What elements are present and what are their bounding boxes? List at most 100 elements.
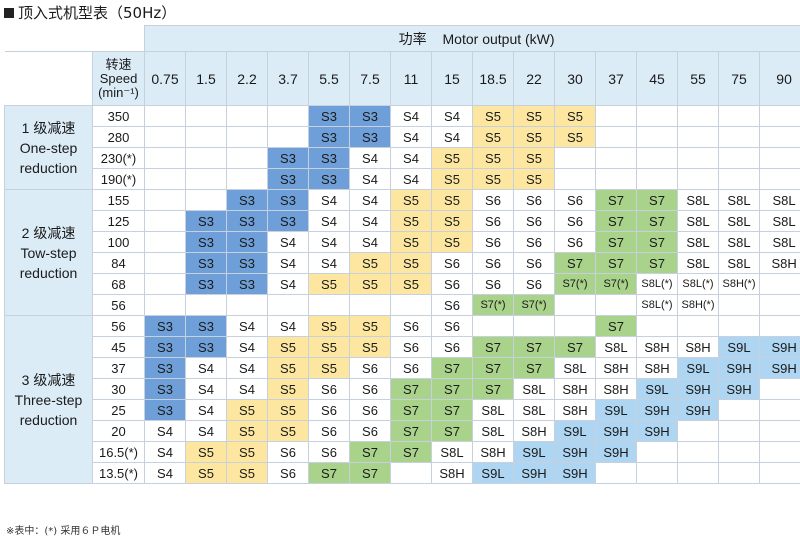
table-row: 30 S3 S4 S4 S5 S6 S6 S7 S7 S7 S8L S8H S8H S9L S9H S9H xyxy=(5,378,800,400)
speed-cell: 125 xyxy=(92,210,145,232)
model-cell: S3 xyxy=(226,231,268,253)
model-cell xyxy=(144,147,186,169)
model-cell xyxy=(677,147,719,169)
power-value: 18.5 xyxy=(472,51,514,106)
model-cell: S5 xyxy=(513,168,555,190)
model-cell: S6 xyxy=(431,273,473,295)
model-cell: S5 xyxy=(513,147,555,169)
model-cell: S4 xyxy=(349,168,391,190)
speed-cell: 16.5(*) xyxy=(92,441,145,463)
table-row: 13.5(*) S4 S5 S5 S6 S7 S7 S8H S9L S9H S9H xyxy=(5,462,800,484)
model-cell: S5 xyxy=(390,210,432,232)
model-cell: S9H xyxy=(513,462,555,484)
speed-cell: 56 xyxy=(92,294,145,316)
model-cell: S7 xyxy=(595,210,637,232)
model-cell: S5 xyxy=(513,105,555,127)
model-cell: S8H xyxy=(554,399,596,421)
model-cell: S7 xyxy=(390,441,432,463)
model-cell xyxy=(144,189,186,211)
model-cell xyxy=(718,441,760,463)
model-cell xyxy=(718,420,760,442)
model-cell: S9L xyxy=(513,441,555,463)
model-cell: S7 xyxy=(472,378,514,400)
model-cell xyxy=(472,315,514,337)
model-cell xyxy=(595,105,637,127)
speed-cell: 350 xyxy=(92,105,145,127)
power-value: 22 xyxy=(513,51,555,106)
table-row: 280 S3 S3 S4 S4 S5 S5 S5 xyxy=(5,126,800,148)
model-cell: S6 xyxy=(554,189,596,211)
table-row: 45 S3 S3 S4 S5 S5 S5 S6 S6 S7 S7 S7 S8L S8H S8H S9L S9H xyxy=(5,336,800,358)
model-cell: S3 xyxy=(144,336,186,358)
model-cell: S5 xyxy=(431,147,473,169)
model-cell: S4 xyxy=(185,399,227,421)
model-cell: S6 xyxy=(308,399,350,421)
model-cell: S7 xyxy=(390,420,432,442)
model-cell xyxy=(595,168,637,190)
model-cell xyxy=(758,147,800,169)
model-cell: S7 xyxy=(349,441,391,463)
model-cell: S8H xyxy=(431,462,473,484)
model-cell: S8H xyxy=(595,357,637,379)
model-cell: S6 xyxy=(349,357,391,379)
speed-cell: 30 xyxy=(92,378,145,400)
model-cell: S8L xyxy=(718,210,760,232)
model-cell xyxy=(185,105,227,127)
model-cell xyxy=(267,294,309,316)
model-cell: S9L xyxy=(718,336,760,358)
model-cell: S9H xyxy=(677,399,719,421)
model-cell: S3 xyxy=(267,210,309,232)
model-cell: S8L xyxy=(718,189,760,211)
model-cell: S9H xyxy=(636,420,678,442)
model-cell: S9H xyxy=(718,357,760,379)
power-value: 5.5 xyxy=(308,51,350,106)
model-cell xyxy=(758,315,800,337)
corner-cell xyxy=(4,25,145,52)
model-cell: S4 xyxy=(390,147,432,169)
model-cell: S3 xyxy=(185,231,227,253)
model-cell xyxy=(636,126,678,148)
model-cell: S4 xyxy=(308,231,350,253)
model-cell: S6 xyxy=(513,252,555,274)
footnote: ※表中：(*) 采用６Ｐ电机 xyxy=(6,526,121,537)
model-cell: S5 xyxy=(349,336,391,358)
model-cell: S4 xyxy=(144,420,186,442)
model-cell xyxy=(226,105,268,127)
power-value: 55 xyxy=(677,51,719,106)
model-cell: S3 xyxy=(144,399,186,421)
model-cell: S7(*) xyxy=(472,294,514,316)
model-cell xyxy=(595,462,637,484)
model-cell xyxy=(718,315,760,337)
model-cell: S7(*) xyxy=(554,273,596,295)
model-cell: S6 xyxy=(513,210,555,232)
model-cell xyxy=(758,126,800,148)
model-cell: S4 xyxy=(390,126,432,148)
model-cell: S4 xyxy=(390,105,432,127)
model-cell: S3 xyxy=(226,252,268,274)
reduction-group-en2: reduction xyxy=(19,264,78,281)
model-cell: S4 xyxy=(226,357,268,379)
model-cell: S8L(*) xyxy=(636,294,678,316)
model-cell xyxy=(144,126,186,148)
power-value: 2.2 xyxy=(226,51,268,106)
model-cell: S3 xyxy=(226,210,268,232)
model-cell: S3 xyxy=(267,147,309,169)
model-cell: S7 xyxy=(349,462,391,484)
model-cell xyxy=(718,399,760,421)
table-row: 16.5(*) S4 S5 S5 S6 S6 S7 S7 S8L S8H S9L S9H S9H xyxy=(5,441,800,463)
model-cell: S4 xyxy=(308,210,350,232)
speed-cell: 13.5(*) xyxy=(92,462,145,484)
model-cell xyxy=(636,441,678,463)
speed-header-cn: 转速 xyxy=(105,56,132,72)
model-cell xyxy=(226,126,268,148)
model-cell: S8L xyxy=(595,336,637,358)
model-cell: S5 xyxy=(431,189,473,211)
speed-cell: 37 xyxy=(92,357,145,379)
model-cell: S7 xyxy=(636,210,678,232)
model-cell: S3 xyxy=(308,126,350,148)
model-cell: S8L xyxy=(758,210,800,232)
table-row: 125 S3 S3 S3 S4 S4 S5 S5 S6 S6 S6 S7 S7 S8L S8L S8L xyxy=(5,210,800,232)
model-cell: S4 xyxy=(185,420,227,442)
model-cell: S5 xyxy=(390,252,432,274)
model-cell: S7 xyxy=(431,378,473,400)
